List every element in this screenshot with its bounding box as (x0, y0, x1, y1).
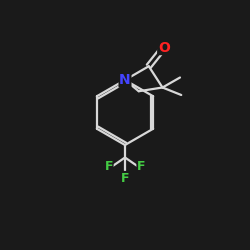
Text: F: F (121, 172, 129, 184)
Text: N: N (119, 73, 131, 87)
Text: O: O (158, 40, 170, 54)
Text: F: F (104, 160, 113, 173)
Text: F: F (137, 160, 145, 173)
